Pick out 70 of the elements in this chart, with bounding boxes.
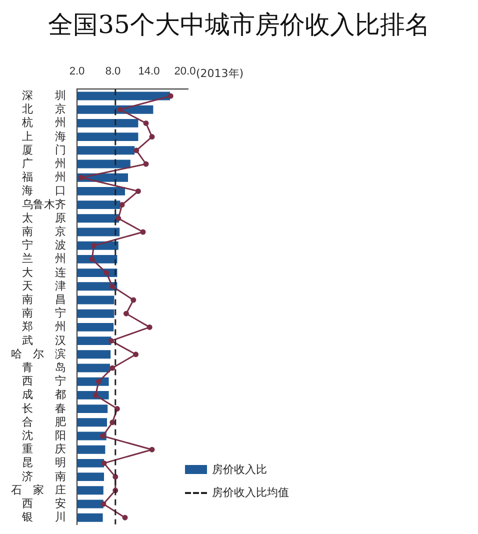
y-tick-label: 太 原: [22, 211, 66, 224]
y-tick-label: 天 津: [22, 279, 66, 292]
y-tick-label: 昆 明: [22, 457, 66, 470]
point: [110, 284, 116, 290]
point: [116, 216, 122, 222]
point: [91, 242, 97, 248]
y-tick-label: 合 肥: [22, 415, 66, 428]
text: 全国35个大中城市房价收入比排名: [47, 9, 431, 41]
point: [78, 174, 84, 180]
point: [110, 365, 116, 371]
y-tick-label: 长 春: [22, 402, 66, 415]
point: [143, 161, 149, 167]
x-tick-label: 14.0: [138, 66, 160, 78]
text: (2013年): [196, 66, 244, 81]
point: [143, 120, 149, 126]
point: [101, 460, 107, 466]
point: [130, 297, 136, 303]
y-tick-label: 北 京: [22, 102, 66, 116]
y-tick-label: 上 海: [22, 130, 66, 143]
point: [108, 338, 114, 344]
y-tick-label: 青 岛: [22, 361, 66, 374]
y-tick-label: 兰 州: [22, 252, 66, 266]
point: [100, 501, 106, 507]
point: [110, 420, 116, 426]
y-tick-label: 南 京: [22, 225, 66, 238]
point: [100, 433, 106, 439]
legend-label: 房价收入比: [212, 462, 267, 477]
point: [149, 446, 155, 452]
point: [140, 229, 146, 235]
y-tick-label: 乌鲁木齐: [22, 198, 66, 211]
y-tick-label: 西 安: [22, 497, 66, 510]
y-tick-label: 厦 门: [22, 143, 66, 156]
y-tick-label: 福 州: [22, 170, 66, 184]
point: [135, 188, 141, 194]
y-tick-label: 大 连: [22, 266, 66, 279]
x-tick-label: 2.0: [69, 66, 85, 78]
y-tick-label: 南 昌: [22, 293, 66, 306]
point: [117, 106, 123, 112]
point: [92, 392, 98, 398]
ref-line-label: 房价收入比均值: [212, 485, 289, 500]
point: [149, 134, 155, 140]
y-tick-label: 杭 州: [21, 116, 66, 130]
point: [168, 93, 174, 99]
y-tick-label: 银 川: [21, 510, 66, 524]
point: [146, 324, 152, 330]
y-tick-label: 重 庆: [22, 442, 66, 456]
point: [96, 378, 102, 384]
point: [133, 352, 139, 358]
y-tick-label: 沈 阳: [22, 429, 66, 442]
y-tick-label: 成 都: [22, 388, 66, 402]
y-tick-label: 哈 尔 滨: [11, 347, 66, 360]
y-tick-label: 深 圳: [22, 89, 66, 102]
point: [119, 202, 125, 208]
y-tick-label: 西 宁: [22, 374, 66, 388]
x-tick-label: 8.0: [105, 66, 121, 78]
y-tick-label: 济 南: [22, 470, 66, 483]
x-tick-label: 20.0: [174, 66, 196, 78]
point: [89, 256, 95, 262]
y-tick-label: 广 州: [22, 157, 66, 170]
y-tick-label: 石 家 庄: [11, 483, 66, 496]
point: [123, 310, 129, 316]
y-tick-label: 武 汉: [22, 334, 66, 347]
y-tick-label: 海 口: [22, 185, 66, 198]
y-tick-label: 郑 州: [22, 320, 66, 334]
y-tick-label: 南 宁: [22, 306, 66, 320]
point: [134, 148, 140, 154]
point: [112, 474, 118, 480]
point: [104, 270, 110, 276]
y-tick-label: 宁 波: [22, 238, 66, 252]
point: [122, 514, 128, 520]
